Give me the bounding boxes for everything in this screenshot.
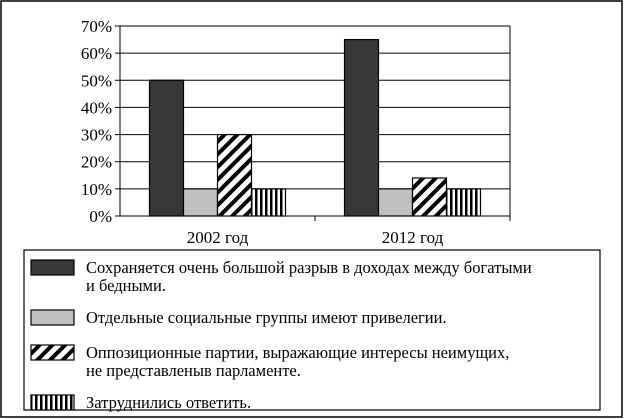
legend-label: Отдельные социальные группы имеют привел… xyxy=(86,308,447,327)
x-tick-label: 2012 год xyxy=(382,228,444,247)
y-tick-label: 50% xyxy=(81,71,112,90)
bar-1-2012-год xyxy=(343,38,380,217)
x-tick-label: 2002 год xyxy=(187,228,249,247)
legend-swatch-diagonal xyxy=(30,344,75,361)
legend-label: и бедными. xyxy=(86,276,166,295)
y-tick-label: 20% xyxy=(81,153,112,172)
y-tick-label: 0% xyxy=(89,207,112,226)
legend: Сохраняется очень большой разрыв в доход… xyxy=(30,258,532,412)
y-tick-label: 70% xyxy=(81,17,112,36)
bar-1-2002-год xyxy=(148,79,185,217)
legend-label: Сохраняется очень большой разрыв в доход… xyxy=(86,258,532,277)
bar-2-2002-год xyxy=(182,188,219,217)
legend-label: Оппозиционные партии, выражающие интерес… xyxy=(86,343,509,362)
y-tick-label: 30% xyxy=(81,126,112,145)
bar-3-2002-год xyxy=(216,133,253,217)
legend-label: не представленыв парламенте. xyxy=(86,361,301,380)
y-tick-label: 40% xyxy=(81,98,112,117)
legend-label: Затруднились ответить. xyxy=(86,393,251,412)
bar-4-2012-год xyxy=(445,188,482,217)
y-tick-label: 60% xyxy=(81,44,112,63)
legend-swatch-solid-dark xyxy=(30,259,75,276)
bar-4-2002-год xyxy=(250,188,287,217)
legend-swatch-solid-light xyxy=(30,309,75,326)
bar-3-2012-год xyxy=(411,177,448,217)
y-tick-label: 10% xyxy=(81,180,112,199)
bar-2-2012-год xyxy=(377,188,414,217)
legend-swatch-vertical xyxy=(30,394,75,411)
legend-box xyxy=(23,249,601,411)
